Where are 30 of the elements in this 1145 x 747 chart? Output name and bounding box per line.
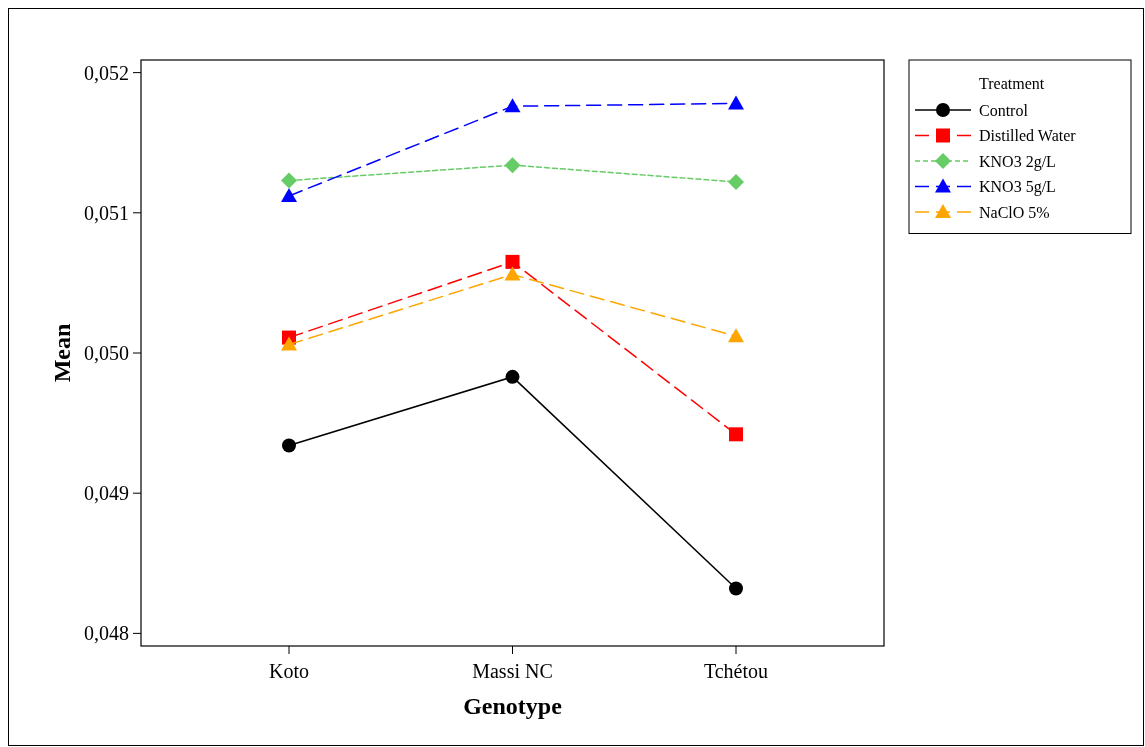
point: [281, 172, 297, 189]
point: [504, 98, 521, 113]
x-axis-title: Genotype: [463, 693, 563, 719]
point: [729, 427, 743, 442]
x-tick-label: Tchétou: [703, 660, 769, 682]
point: [504, 266, 521, 281]
y-tick-label: 0,052: [84, 61, 129, 84]
y-axis-title: Mean: [49, 323, 75, 383]
y-tick-label: 0,049: [84, 482, 129, 505]
legend-label: KNO3 5g/L: [979, 178, 1056, 197]
y-tick-label: 0,050: [84, 342, 129, 364]
point: [281, 187, 297, 202]
x-tick-label: Massi NC: [472, 660, 553, 682]
legend-label: Distilled Water: [979, 127, 1077, 145]
point: [282, 438, 296, 453]
point: [281, 336, 297, 351]
legend-label: NaClO 5%: [979, 203, 1050, 221]
point: [729, 581, 743, 596]
point: [505, 369, 520, 384]
point: [504, 157, 521, 174]
point: [505, 254, 520, 269]
point: [728, 328, 744, 343]
point: [728, 173, 744, 190]
y-tick-label: 0,048: [84, 622, 129, 645]
legend-title: Treatment: [979, 75, 1045, 92]
legend-label: KNO3 2g/L: [979, 152, 1056, 171]
legend-label: Control: [979, 101, 1029, 119]
y-tick-label: 0,051: [84, 201, 129, 224]
point: [728, 95, 744, 110]
x-tick-label: Koto: [269, 660, 309, 682]
